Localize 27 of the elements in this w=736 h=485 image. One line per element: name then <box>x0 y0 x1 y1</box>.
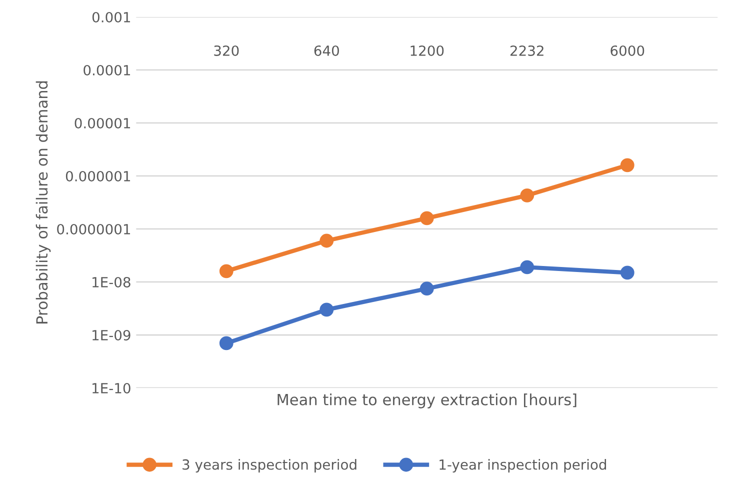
point <box>620 266 634 280</box>
point <box>520 260 534 274</box>
legend-label: 1-year inspection period <box>440 459 606 472</box>
x-tick-label: 1200 <box>410 45 444 56</box>
point <box>420 211 434 226</box>
point <box>320 302 334 317</box>
y-tick-label: 1E-09 <box>92 330 130 340</box>
x-tick-label: 320 <box>214 45 239 56</box>
y-axis-title: Probability of failure on demand <box>36 81 51 324</box>
point <box>520 188 534 202</box>
point <box>320 234 334 248</box>
point <box>219 264 234 278</box>
y-tick-label: 0.0000001 <box>57 224 130 234</box>
point <box>219 336 234 350</box>
legend-label: 3 years inspection period <box>182 459 356 472</box>
y-tick-label: 0.001 <box>92 12 130 22</box>
y-tick-label: 0.0001 <box>84 64 130 76</box>
point <box>620 158 634 172</box>
x-tick-label: 2232 <box>510 45 544 56</box>
x-tick-label: 640 <box>314 45 339 56</box>
y-tick-label: 0.00001 <box>74 118 130 128</box>
x-axis-title: Mean time to energy extraction [hours] <box>278 394 576 408</box>
y-tick-label: 0.000001 <box>66 170 130 182</box>
y-tick-label: 1E-10 <box>92 382 130 394</box>
x-tick-label: 6000 <box>610 45 644 56</box>
y-tick-label: 1E-08 <box>92 276 130 288</box>
point <box>420 282 434 296</box>
